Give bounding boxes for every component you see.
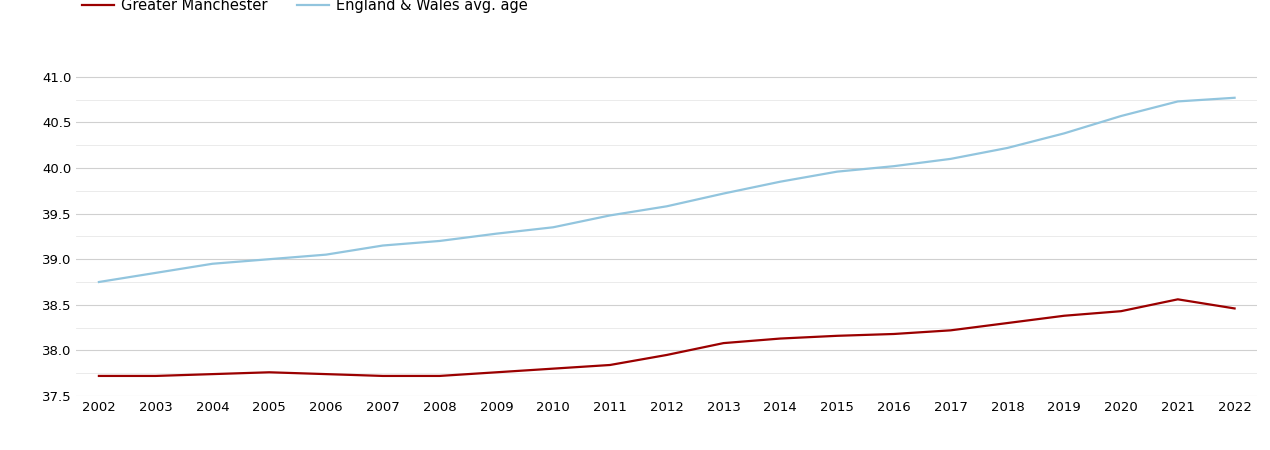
Greater Manchester bbox=[319, 371, 334, 377]
England & Wales avg. age bbox=[659, 203, 674, 209]
England & Wales avg. age bbox=[149, 270, 164, 275]
Legend: Greater Manchester, England & Wales avg. age: Greater Manchester, England & Wales avg.… bbox=[76, 0, 533, 19]
Greater Manchester bbox=[489, 369, 504, 375]
Greater Manchester bbox=[149, 373, 164, 378]
Greater Manchester bbox=[546, 366, 561, 371]
England & Wales avg. age bbox=[772, 179, 787, 184]
England & Wales avg. age bbox=[319, 252, 334, 257]
England & Wales avg. age bbox=[262, 256, 277, 262]
Greater Manchester bbox=[716, 340, 732, 346]
England & Wales avg. age bbox=[999, 145, 1015, 151]
England & Wales avg. age bbox=[204, 261, 220, 266]
Greater Manchester bbox=[829, 333, 845, 338]
Greater Manchester bbox=[1227, 306, 1242, 311]
Greater Manchester bbox=[659, 352, 674, 358]
Greater Manchester bbox=[432, 373, 447, 378]
Line: Greater Manchester: Greater Manchester bbox=[99, 299, 1234, 376]
England & Wales avg. age bbox=[829, 169, 845, 174]
Greater Manchester bbox=[375, 373, 390, 378]
England & Wales avg. age bbox=[375, 243, 390, 248]
Line: England & Wales avg. age: England & Wales avg. age bbox=[99, 98, 1234, 282]
Greater Manchester bbox=[262, 369, 277, 375]
England & Wales avg. age bbox=[432, 238, 447, 243]
England & Wales avg. age bbox=[602, 213, 617, 218]
England & Wales avg. age bbox=[886, 163, 902, 169]
Greater Manchester bbox=[602, 362, 617, 368]
England & Wales avg. age bbox=[1114, 113, 1129, 119]
England & Wales avg. age bbox=[944, 156, 959, 162]
England & Wales avg. age bbox=[1170, 99, 1185, 104]
Greater Manchester bbox=[1170, 297, 1185, 302]
England & Wales avg. age bbox=[1227, 95, 1242, 100]
Greater Manchester bbox=[886, 331, 902, 337]
England & Wales avg. age bbox=[716, 191, 732, 196]
Greater Manchester bbox=[1114, 309, 1129, 314]
Greater Manchester bbox=[944, 328, 959, 333]
England & Wales avg. age bbox=[91, 279, 107, 285]
Greater Manchester bbox=[1057, 313, 1072, 319]
Greater Manchester bbox=[91, 373, 107, 378]
England & Wales avg. age bbox=[546, 225, 561, 230]
Greater Manchester bbox=[204, 371, 220, 377]
England & Wales avg. age bbox=[489, 231, 504, 236]
England & Wales avg. age bbox=[1057, 130, 1072, 136]
Greater Manchester bbox=[999, 320, 1015, 326]
Greater Manchester bbox=[772, 336, 787, 341]
